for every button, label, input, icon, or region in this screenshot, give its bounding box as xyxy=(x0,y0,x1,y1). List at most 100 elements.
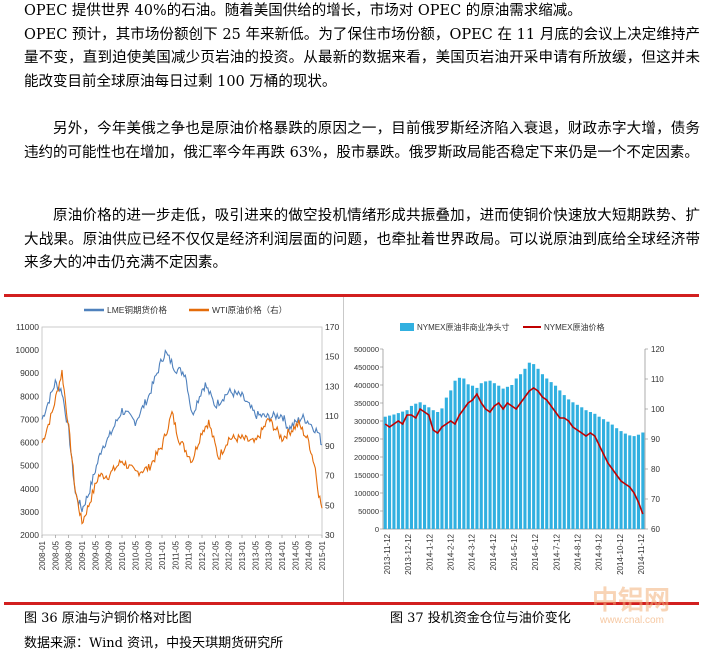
x-tick-label: 2014-8-12 xyxy=(574,533,583,570)
y-right-tick-label: 80 xyxy=(651,465,660,474)
position-bar xyxy=(440,408,444,529)
position-bar xyxy=(554,385,558,529)
y-right-tick-label: 130 xyxy=(325,381,339,391)
x-tick-label: 2015-01 xyxy=(318,540,327,570)
x-tick-label: 2014-5-12 xyxy=(510,533,519,570)
y-left-tick-label: 0 xyxy=(375,525,379,534)
position-bar xyxy=(479,383,483,529)
figure-37-caption: 图 37 投机资金仓位与油价变化 xyxy=(390,611,571,626)
y-left-tick-label: 100000 xyxy=(354,489,379,498)
position-bar xyxy=(558,390,562,529)
data-source: 数据来源：Wind 资讯，中投天琪期货研究所 xyxy=(24,636,284,651)
position-bar xyxy=(505,386,509,529)
x-tick-label: 2013-11-12 xyxy=(383,533,392,574)
x-tick-label: 2012-09 xyxy=(225,540,234,570)
legend-label-positions: NYMEX原油非商业净头寸 xyxy=(417,322,509,332)
x-tick-label: 2013-01 xyxy=(238,540,247,570)
paragraph-0-continued: OPEC 预计，其市场份额创下 25 年来新低。为了保住市场份额，OPEC 在 … xyxy=(24,26,700,90)
y-right-tick-label: 70 xyxy=(325,471,335,481)
position-bar xyxy=(628,435,632,529)
position-bar xyxy=(418,402,422,529)
legend-swatch-positions xyxy=(400,323,414,331)
position-bar xyxy=(471,385,475,529)
x-tick-label: 2011-01 xyxy=(158,540,167,569)
bottom-red-rule xyxy=(4,602,699,605)
position-bar xyxy=(593,413,597,529)
position-bar xyxy=(497,385,501,529)
y-left-tick-label: 9000 xyxy=(20,368,39,378)
position-bar xyxy=(580,407,584,529)
legend-label-price: NYMEX原油价格 xyxy=(544,322,604,332)
position-bar xyxy=(536,368,540,529)
chart-divider xyxy=(343,297,344,602)
position-bar xyxy=(405,410,409,529)
y-right-tick-label: 60 xyxy=(651,525,660,534)
position-bar xyxy=(519,374,523,529)
position-bar xyxy=(532,364,536,529)
series-line-oil-price xyxy=(384,387,644,515)
x-tick-label: 2010-05 xyxy=(131,540,140,570)
y-left-tick-label: 200000 xyxy=(354,453,379,462)
x-tick-label: 2014-2-12 xyxy=(447,533,456,570)
position-bar xyxy=(527,362,531,529)
y-left-tick-label: 4000 xyxy=(20,484,39,494)
x-tick-label: 2012-05 xyxy=(211,540,220,570)
legend-label-oil: WTI原油价格（右） xyxy=(212,305,287,315)
x-tick-label: 2014-01 xyxy=(278,540,287,570)
position-bar xyxy=(510,385,514,529)
position-bar xyxy=(409,405,413,529)
y-left-tick-label: 2000 xyxy=(20,530,39,540)
position-bar xyxy=(475,387,479,529)
y-right-tick-label: 30 xyxy=(325,530,335,540)
position-bar xyxy=(514,378,518,529)
chart-copper-oil-svg: 2000 3000 4000 5000 6000 7000 8000 9000 10000 110… xyxy=(15,305,339,570)
position-bar xyxy=(457,377,461,529)
y-left-tick-label: 50000 xyxy=(358,507,379,516)
y-left-tick-label: 500000 xyxy=(354,345,379,354)
y-right-tick-label: 90 xyxy=(325,441,335,451)
position-bar xyxy=(562,395,566,529)
position-bar xyxy=(597,416,601,529)
x-tick-label: 2014-9-12 xyxy=(595,533,604,570)
x-tick-label: 2014-11-12 xyxy=(637,533,646,574)
y-left-tick-label: 150000 xyxy=(354,471,379,480)
y-left-tick-label: 10000 xyxy=(15,345,39,355)
series-line-copper xyxy=(41,349,323,513)
x-tick-label: 2013-12-12 xyxy=(404,533,413,574)
position-bar xyxy=(423,404,427,529)
position-bar xyxy=(444,397,448,529)
y-right-tick-label: 70 xyxy=(651,495,660,504)
position-bar xyxy=(549,382,553,529)
x-tick-label: 2011-05 xyxy=(171,540,180,569)
position-bar xyxy=(575,404,579,529)
y-left-tick-label: 8000 xyxy=(20,391,39,401)
x-tick-label: 2014-4-12 xyxy=(489,533,498,570)
y-left-tick-label: 250000 xyxy=(354,435,379,444)
y-left-tick-label: 400000 xyxy=(354,381,379,390)
position-bar xyxy=(501,388,505,529)
x-tick-label: 2014-10-12 xyxy=(616,533,625,574)
x-tick-label: 2012-01 xyxy=(198,540,207,570)
paragraph-1: 另外，今年美俄之争也是原油价格暴跌的原因之一，目前俄罗斯经济陷入衰退，财政赤字大… xyxy=(24,121,700,161)
x-tick-label: 2013-05 xyxy=(251,540,260,570)
position-bar xyxy=(396,413,400,529)
y-left-tick-label: 300000 xyxy=(354,417,379,426)
watermark-text: 中铝网 xyxy=(592,585,670,615)
x-tick-label: 2014-09 xyxy=(305,540,314,570)
figure-36-caption: 图 36 原油与沪铜价格对比图 xyxy=(24,611,192,626)
x-tick-label: 2010-01 xyxy=(118,540,127,570)
y-left-tick-label: 11000 xyxy=(16,322,39,332)
y-right-tick-label: 150 xyxy=(325,352,339,362)
position-bar xyxy=(436,412,440,529)
position-bar xyxy=(466,384,470,529)
y-right-tick-label: 100 xyxy=(651,405,665,414)
paragraph-2: 原油价格的进一步走低，吸引进来的做空投机情绪形成共振叠加，进而使铜价快速放大短期… xyxy=(24,208,700,271)
y-left-tick-label: 350000 xyxy=(354,399,379,408)
position-bar xyxy=(584,410,588,529)
position-bar xyxy=(623,433,627,529)
position-bar xyxy=(401,411,405,529)
x-tick-label: 2008-09 xyxy=(65,540,74,570)
position-bar xyxy=(641,432,645,529)
y-right-tick-label: 170 xyxy=(325,322,339,332)
position-bar xyxy=(431,410,435,529)
